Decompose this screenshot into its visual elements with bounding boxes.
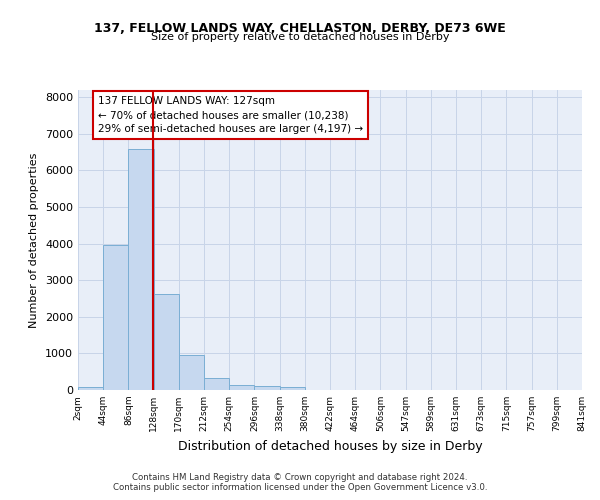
Bar: [229, 386, 254, 390]
Text: Contains public sector information licensed under the Open Government Licence v3: Contains public sector information licen…: [113, 484, 487, 492]
Bar: [280, 387, 305, 390]
Text: Size of property relative to detached houses in Derby: Size of property relative to detached ho…: [151, 32, 449, 42]
Bar: [103, 245, 128, 390]
Bar: [128, 148, 154, 390]
Text: 137, FELLOW LANDS WAY, CHELLASTON, DERBY, DE73 6WE: 137, FELLOW LANDS WAY, CHELLASTON, DERBY…: [94, 22, 506, 36]
Y-axis label: Number of detached properties: Number of detached properties: [29, 152, 40, 328]
X-axis label: Distribution of detached houses by size in Derby: Distribution of detached houses by size …: [178, 440, 482, 452]
Bar: [78, 388, 103, 390]
Bar: [179, 355, 204, 390]
Bar: [254, 386, 280, 390]
Bar: [154, 294, 179, 390]
Bar: [204, 378, 229, 390]
Text: Contains HM Land Registry data © Crown copyright and database right 2024.: Contains HM Land Registry data © Crown c…: [132, 474, 468, 482]
Text: 137 FELLOW LANDS WAY: 127sqm
← 70% of detached houses are smaller (10,238)
29% o: 137 FELLOW LANDS WAY: 127sqm ← 70% of de…: [98, 96, 363, 134]
